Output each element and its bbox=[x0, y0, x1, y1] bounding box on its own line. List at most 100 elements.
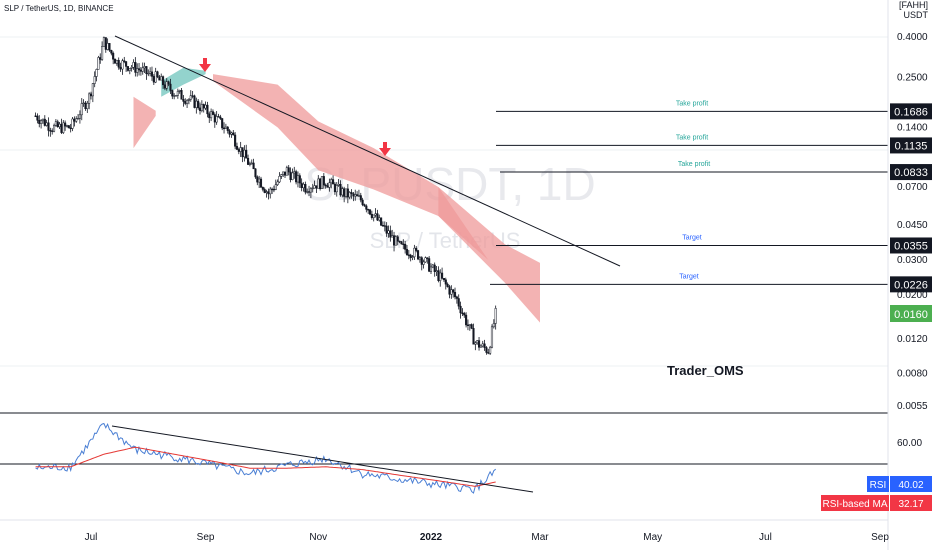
candle[interactable] bbox=[365, 204, 368, 213]
candle[interactable] bbox=[404, 241, 407, 254]
candle[interactable] bbox=[433, 262, 436, 277]
candle[interactable] bbox=[332, 175, 335, 185]
candle[interactable] bbox=[80, 98, 83, 121]
candle[interactable] bbox=[250, 159, 253, 165]
candle[interactable] bbox=[117, 57, 120, 70]
candle[interactable] bbox=[38, 115, 41, 128]
candle[interactable] bbox=[113, 58, 117, 64]
candle[interactable] bbox=[470, 323, 473, 330]
candle[interactable] bbox=[34, 112, 37, 117]
time-axis[interactable]: Jul Sep Nov 2022 Mar May Jul Sep bbox=[85, 532, 890, 543]
candle[interactable] bbox=[102, 36, 105, 47]
candle[interactable] bbox=[40, 119, 43, 129]
candle[interactable] bbox=[363, 203, 366, 207]
candle[interactable] bbox=[195, 97, 198, 114]
candle[interactable] bbox=[409, 253, 412, 262]
candle[interactable] bbox=[176, 88, 179, 99]
candle[interactable] bbox=[69, 123, 72, 133]
candle[interactable] bbox=[485, 346, 488, 355]
candle[interactable] bbox=[457, 294, 460, 310]
candle[interactable] bbox=[319, 177, 322, 191]
candle[interactable] bbox=[283, 171, 287, 179]
candle[interactable] bbox=[476, 340, 479, 345]
candle[interactable] bbox=[186, 98, 189, 109]
candle[interactable] bbox=[237, 147, 240, 155]
candle[interactable] bbox=[65, 124, 69, 128]
candle[interactable] bbox=[182, 95, 185, 107]
candle[interactable] bbox=[295, 169, 298, 185]
candle[interactable] bbox=[367, 208, 370, 214]
candle[interactable] bbox=[126, 66, 130, 72]
candle[interactable] bbox=[99, 53, 102, 64]
candle[interactable] bbox=[252, 158, 255, 170]
candle[interactable] bbox=[213, 112, 216, 128]
candle[interactable] bbox=[125, 61, 128, 72]
candle[interactable] bbox=[86, 100, 89, 113]
price-axis[interactable]: 0.4000 0.2500 0.1400 0.0700 0.0450 0.0300 0.02… bbox=[897, 32, 928, 449]
candle[interactable] bbox=[483, 339, 486, 351]
candle[interactable] bbox=[254, 168, 257, 179]
candle[interactable] bbox=[191, 90, 194, 99]
candle[interactable] bbox=[417, 249, 420, 261]
candle[interactable] bbox=[350, 189, 353, 199]
candle[interactable] bbox=[241, 147, 244, 163]
candle[interactable] bbox=[147, 69, 150, 77]
candle[interactable] bbox=[97, 55, 100, 70]
candle[interactable] bbox=[474, 341, 477, 351]
candle[interactable] bbox=[141, 62, 144, 75]
candle[interactable] bbox=[197, 99, 200, 110]
candle[interactable] bbox=[184, 98, 187, 106]
candle[interactable] bbox=[335, 181, 338, 197]
candle[interactable] bbox=[224, 123, 227, 129]
candle[interactable] bbox=[300, 178, 303, 192]
candle[interactable] bbox=[309, 187, 312, 199]
candle[interactable] bbox=[119, 62, 122, 72]
candle[interactable] bbox=[137, 62, 141, 76]
candle[interactable] bbox=[465, 312, 468, 328]
candle[interactable] bbox=[58, 122, 61, 129]
candle[interactable] bbox=[359, 192, 362, 203]
candle[interactable] bbox=[93, 71, 96, 88]
candle[interactable] bbox=[385, 222, 388, 237]
candle[interactable] bbox=[405, 245, 409, 256]
candle[interactable] bbox=[43, 115, 46, 127]
candle[interactable] bbox=[411, 254, 414, 261]
candle[interactable] bbox=[239, 141, 242, 157]
candle[interactable] bbox=[381, 221, 385, 227]
rsi-ma-line[interactable] bbox=[35, 446, 496, 487]
candle[interactable] bbox=[162, 75, 165, 89]
candle[interactable] bbox=[115, 59, 118, 66]
candle[interactable] bbox=[361, 197, 364, 207]
candle[interactable] bbox=[41, 118, 45, 124]
candle[interactable] bbox=[368, 209, 372, 216]
candle[interactable] bbox=[178, 89, 181, 94]
candle[interactable] bbox=[173, 93, 176, 100]
candle[interactable] bbox=[271, 187, 274, 195]
candle[interactable] bbox=[132, 59, 135, 70]
candle[interactable] bbox=[263, 187, 266, 194]
candle[interactable] bbox=[441, 267, 444, 280]
candle[interactable] bbox=[180, 88, 183, 100]
rsi-line[interactable] bbox=[35, 422, 497, 494]
candle[interactable] bbox=[282, 171, 285, 177]
candle[interactable] bbox=[193, 94, 196, 109]
candle[interactable] bbox=[110, 49, 113, 56]
candle[interactable] bbox=[235, 142, 239, 151]
candle[interactable] bbox=[466, 319, 470, 331]
candle[interactable] bbox=[165, 78, 168, 91]
candle[interactable] bbox=[415, 246, 418, 253]
candle[interactable] bbox=[459, 301, 462, 319]
candle[interactable] bbox=[88, 92, 91, 110]
candle[interactable] bbox=[77, 113, 80, 120]
candle[interactable] bbox=[154, 67, 157, 84]
candle[interactable] bbox=[289, 167, 292, 183]
candle[interactable] bbox=[442, 278, 445, 282]
candle[interactable] bbox=[136, 63, 139, 77]
candle[interactable] bbox=[215, 111, 218, 125]
candle[interactable] bbox=[435, 265, 438, 276]
candle[interactable] bbox=[36, 113, 39, 124]
candle[interactable] bbox=[226, 126, 229, 134]
candle[interactable] bbox=[272, 185, 275, 193]
candle[interactable] bbox=[49, 127, 52, 137]
candle[interactable] bbox=[67, 125, 70, 129]
